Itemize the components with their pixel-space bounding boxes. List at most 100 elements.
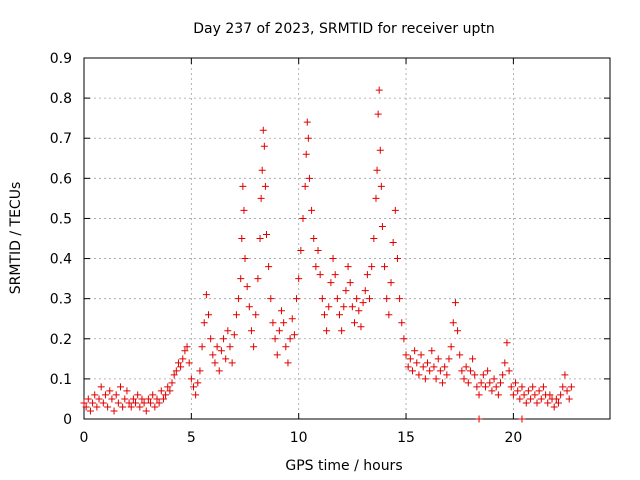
data-point bbox=[245, 303, 253, 311]
data-point bbox=[123, 387, 131, 395]
data-point bbox=[157, 387, 165, 395]
data-point bbox=[271, 335, 279, 343]
data-point bbox=[110, 407, 118, 415]
data-point bbox=[318, 295, 326, 303]
data-point bbox=[217, 347, 225, 355]
data-point bbox=[240, 206, 248, 214]
data-point bbox=[331, 271, 339, 279]
data-point bbox=[398, 319, 406, 327]
data-point bbox=[447, 343, 455, 351]
data-point bbox=[464, 379, 472, 387]
data-point bbox=[170, 371, 178, 379]
data-point bbox=[342, 287, 350, 295]
data-point bbox=[490, 375, 498, 383]
data-point bbox=[183, 343, 191, 351]
data-point bbox=[554, 399, 562, 407]
data-point bbox=[305, 174, 313, 182]
data-point bbox=[497, 379, 505, 387]
data-point bbox=[436, 367, 444, 375]
data-point bbox=[295, 275, 303, 283]
data-point bbox=[80, 399, 88, 407]
data-point bbox=[503, 339, 511, 347]
data-point bbox=[432, 375, 440, 383]
data-point bbox=[136, 403, 144, 411]
data-point bbox=[383, 295, 391, 303]
data-point bbox=[378, 222, 386, 230]
data-point bbox=[108, 395, 116, 403]
data-point bbox=[147, 399, 155, 407]
data-point bbox=[134, 391, 142, 399]
data-point bbox=[166, 387, 174, 395]
y-axis-label: SRMTID / TECUs bbox=[8, 182, 24, 295]
data-point bbox=[91, 391, 99, 399]
data-point bbox=[348, 303, 356, 311]
data-point bbox=[466, 367, 474, 375]
data-point bbox=[200, 319, 208, 327]
data-point bbox=[302, 150, 310, 158]
data-point bbox=[539, 383, 547, 391]
y-tick-label: 0.3 bbox=[50, 292, 72, 308]
data-point bbox=[374, 110, 382, 118]
data-point bbox=[269, 319, 277, 327]
data-point bbox=[138, 395, 146, 403]
data-point bbox=[95, 395, 103, 403]
data-point bbox=[460, 375, 468, 383]
data-point bbox=[426, 367, 434, 375]
data-point bbox=[340, 303, 348, 311]
data-point bbox=[522, 399, 530, 407]
data-point bbox=[557, 391, 565, 399]
data-point bbox=[406, 355, 414, 363]
data-point bbox=[114, 399, 122, 407]
data-point bbox=[220, 335, 228, 343]
data-point bbox=[396, 295, 404, 303]
data-point bbox=[552, 395, 560, 403]
data-point bbox=[408, 367, 416, 375]
data-point bbox=[514, 387, 522, 395]
x-tick-label: 5 bbox=[187, 430, 196, 446]
data-point bbox=[456, 351, 464, 359]
data-point bbox=[106, 387, 114, 395]
y-tick-label: 0.7 bbox=[50, 131, 72, 147]
data-point bbox=[449, 319, 457, 327]
data-point bbox=[533, 399, 541, 407]
data-point bbox=[376, 146, 384, 154]
data-point bbox=[377, 182, 385, 190]
data-point bbox=[454, 327, 462, 335]
data-point bbox=[198, 343, 206, 351]
data-point bbox=[524, 387, 532, 395]
data-point bbox=[507, 383, 515, 391]
data-point bbox=[187, 375, 195, 383]
data-point bbox=[312, 263, 320, 271]
data-point bbox=[142, 407, 150, 415]
data-point bbox=[381, 263, 389, 271]
data-point bbox=[434, 355, 442, 363]
data-point bbox=[475, 415, 483, 423]
data-point bbox=[351, 319, 359, 327]
data-point bbox=[527, 395, 535, 403]
data-point bbox=[99, 399, 107, 407]
data-point bbox=[421, 375, 429, 383]
data-point bbox=[222, 355, 230, 363]
data-point bbox=[140, 399, 148, 407]
data-point bbox=[445, 355, 453, 363]
data-point bbox=[535, 387, 543, 395]
data-point bbox=[238, 235, 246, 242]
data-point bbox=[84, 395, 92, 403]
data-point bbox=[385, 311, 393, 319]
data-point bbox=[363, 271, 371, 279]
data-point bbox=[155, 399, 163, 407]
data-point bbox=[267, 295, 275, 303]
data-point bbox=[443, 371, 451, 379]
data-point bbox=[232, 311, 240, 319]
data-point bbox=[335, 311, 343, 319]
x-tick-label: 20 bbox=[504, 430, 522, 446]
data-point bbox=[144, 395, 152, 403]
data-point bbox=[559, 383, 567, 391]
data-point bbox=[207, 335, 215, 343]
data-point bbox=[189, 383, 197, 391]
data-point bbox=[116, 383, 124, 391]
data-point bbox=[373, 166, 381, 174]
data-point bbox=[486, 379, 494, 387]
data-point bbox=[82, 403, 90, 411]
data-point bbox=[565, 395, 573, 403]
